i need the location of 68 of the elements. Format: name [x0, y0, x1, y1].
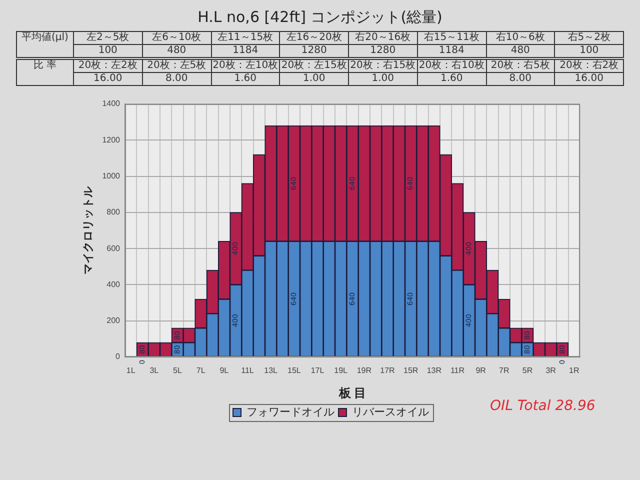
y-tick-label: 0 [116, 352, 121, 362]
text: 1184 [211, 44, 280, 58]
legend-label: リバースオイル [352, 405, 429, 418]
text: 16.00 [554, 72, 624, 86]
x-tick-label: 15L [287, 366, 302, 376]
x-axis-title: 板 目 [338, 386, 366, 400]
text: 20枚：左15枚 [280, 58, 348, 72]
text: 20枚：左2枚 [74, 58, 142, 72]
chart-title: H.L no,6 [42ft] コンポジット(総量) [196, 8, 444, 27]
text: 右5～2枚 [554, 32, 624, 44]
x-tick-label: 3L [150, 366, 160, 376]
text: 1280 [348, 44, 418, 58]
x-tick-label: 19L [334, 366, 348, 376]
x-tick-label: 9L [220, 366, 230, 376]
text: 平均値(μl) [16, 32, 74, 58]
text: 8.00 [486, 72, 555, 86]
x-tick-label: 1L [126, 366, 136, 376]
y-tick-label: 800 [106, 208, 121, 217]
x-tick-label: 13R [426, 366, 442, 376]
x-tick-label: 17R [380, 366, 396, 376]
text: 左6～10枚 [142, 32, 211, 44]
y-tick-label: 1000 [102, 171, 121, 180]
text: 480 [486, 44, 555, 58]
text: 20枚：右10枚 [417, 58, 486, 72]
text: 20枚：右2枚 [554, 58, 624, 72]
text: 20枚：右5枚 [486, 58, 555, 72]
x-tick-label: 13L [264, 366, 278, 376]
text: 1.00 [280, 72, 348, 86]
text: 20枚：右15枚 [348, 58, 418, 72]
y-tick-label: 400 [106, 280, 121, 289]
text: 16.00 [74, 72, 142, 86]
x-tick-label: 9R [476, 366, 486, 376]
y-axis-title: マイクロリットル [82, 186, 95, 274]
text: 右20～16枚 [348, 32, 418, 44]
x-tick-label: 11L [241, 366, 254, 376]
text: 100 [554, 44, 624, 58]
text: 1184 [417, 44, 486, 58]
y-tick-label: 1400 [102, 99, 121, 108]
text: 20枚：左10枚 [211, 58, 280, 72]
text: 1.60 [211, 72, 280, 86]
legend-label: フォワードオイル [246, 405, 334, 418]
x-tick-label: 1R [569, 366, 580, 376]
x-tick-label: 5L [173, 366, 182, 376]
text: 8.00 [142, 72, 211, 86]
text: 480 [142, 44, 211, 58]
x-tick-label: 5R [522, 366, 533, 376]
y-tick-label: 600 [106, 244, 121, 253]
text: 100 [74, 44, 142, 58]
text: 比 率 [16, 58, 74, 86]
text: 1280 [280, 44, 348, 58]
text: 1.00 [348, 72, 418, 86]
x-tick-label: 17L [310, 366, 325, 376]
y-tick-label: 200 [106, 316, 121, 326]
x-tick-label: 3R [546, 366, 556, 376]
text: 右10～6枚 [486, 32, 555, 44]
y-tick-label: 1200 [102, 135, 121, 144]
text: 1.60 [417, 72, 486, 86]
text: 左2～5枚 [74, 32, 142, 44]
text: 20枚：左5枚 [142, 58, 211, 72]
text: 左11～15枚 [211, 32, 280, 44]
text: OIL Total 28.96 [490, 398, 596, 414]
x-tick-label: 11R [450, 366, 465, 376]
x-tick-label: 19R [356, 366, 372, 376]
text: 左16～20枚 [280, 32, 348, 44]
x-tick-label: 15R [403, 366, 418, 376]
x-tick-label: 7L [196, 366, 206, 376]
text: 右15～11枚 [417, 32, 486, 44]
x-tick-label: 7R [499, 366, 510, 376]
